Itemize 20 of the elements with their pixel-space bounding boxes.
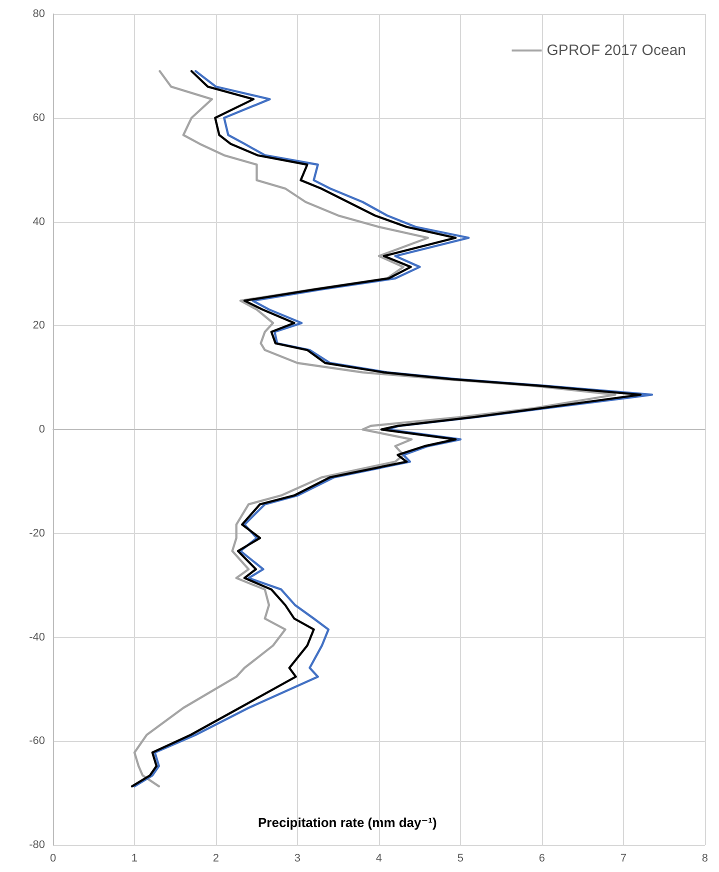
x-tick-label: 8 (702, 852, 708, 864)
y-tick-label: -60 (29, 735, 45, 748)
x-tick-label: 0 (50, 852, 56, 864)
x-tick-label: 7 (620, 852, 627, 864)
y-tick-label: 20 (32, 320, 45, 332)
x-tick-label: 2 (212, 852, 220, 864)
y-tick-label: 0 (38, 424, 45, 436)
y-tick-label: 80 (32, 8, 45, 20)
y-tick-label: -20 (29, 527, 45, 540)
y-tick-label: -40 (29, 631, 45, 644)
y-tick-label: 40 (32, 216, 45, 228)
x-tick-label: 3 (294, 852, 301, 864)
x-tick-label: 4 (376, 852, 382, 864)
x-tick-label: 1 (131, 852, 138, 864)
y-tick-label: 60 (32, 112, 45, 124)
y-tick-label: -80 (29, 839, 45, 851)
legend-label: GPROF 2017 Ocean (546, 42, 686, 59)
x-tick-label: 6 (538, 852, 546, 864)
x-tick-label: 5 (457, 852, 464, 864)
x-axis-title: Precipitation rate (mm day⁻¹) (258, 815, 437, 830)
